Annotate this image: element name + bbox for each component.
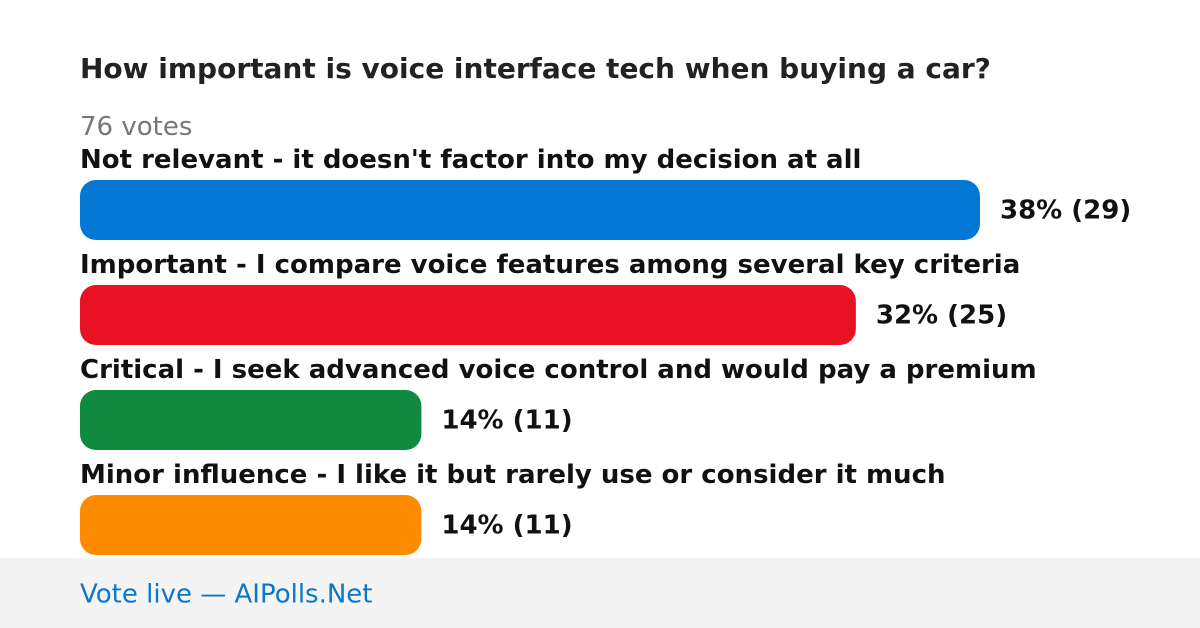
option-label: Critical - I seek advanced voice control…	[80, 355, 1037, 385]
result-label: 32% (25)	[876, 301, 1007, 331]
footer-band	[0, 558, 1200, 628]
option-label: Important - I compare voice features amo…	[80, 250, 1020, 280]
result-label: 38% (29)	[1000, 196, 1131, 226]
vote-count: 76 votes	[80, 112, 192, 142]
result-label: 14% (11)	[441, 406, 572, 436]
result-bar	[80, 285, 856, 345]
option-label: Not relevant - it doesn't factor into my…	[80, 145, 861, 175]
option-label: Minor influence - I like it but rarely u…	[80, 460, 946, 490]
footer-link[interactable]: Vote live — AIPolls.Net	[80, 580, 373, 610]
result-bar	[80, 390, 422, 450]
result-bar	[80, 495, 422, 555]
poll-question: How important is voice interface tech wh…	[80, 52, 991, 85]
result-label: 14% (11)	[441, 511, 572, 541]
result-bar	[80, 180, 980, 240]
